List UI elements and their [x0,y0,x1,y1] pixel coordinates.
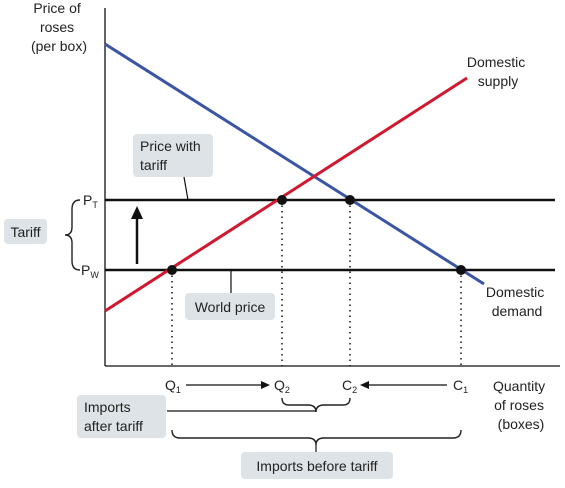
price-with-tariff-box [133,134,213,177]
tariff-arrowhead [131,206,143,219]
c1-to-c2-arrowhead [360,381,369,389]
point-q1 [167,265,177,275]
q1-label: Q1 [165,377,181,395]
demand-label: Domestic demand [486,284,548,319]
pt-label: PT [83,192,98,210]
point-c1 [456,265,466,275]
c1-label: C1 [453,377,468,395]
imports-after-text: Imports after tariff [84,399,143,434]
world-price-text: World price [195,299,266,315]
c2-label: C2 [342,377,357,395]
demand-curve [104,42,485,286]
price-with-tariff-pointer [183,176,189,201]
tariff-brace [64,199,81,271]
point-q2 [277,195,287,205]
imports-before-box [241,452,393,479]
imports-before-text: Imports before tariff [256,458,377,474]
imports-before-brace [171,429,462,446]
supply-label: Domestic supply [467,54,529,89]
supply-curve [104,76,468,313]
point-c2 [345,195,355,205]
tariff-callout-box [4,219,47,244]
tariff-callout-text: Tariff [10,224,40,240]
q2-label: Q2 [274,377,290,395]
pw-label: PW [81,262,99,280]
price-with-tariff-text: Price with tariff [140,138,205,173]
imports-after-brace [281,397,351,413]
y-axis-label: Price of roses (per box) [31,0,87,54]
q1-to-q2-arrowhead [261,381,270,389]
x-axis-label: Quantity of roses (boxes) [493,378,549,432]
imports-after-box [77,395,166,438]
world-price-box [185,293,275,320]
